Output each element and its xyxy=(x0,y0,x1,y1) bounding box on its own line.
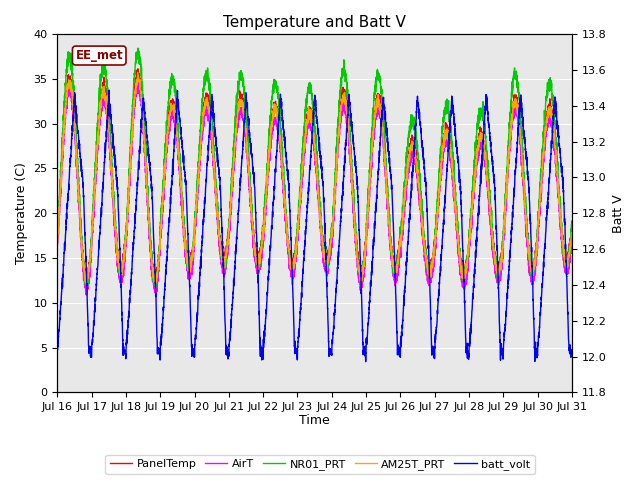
batt_volt xyxy=(568,347,576,352)
AM25T_PRT xyxy=(296,205,303,211)
AM25T_PRT xyxy=(146,240,154,246)
Line: batt_volt: batt_volt xyxy=(58,90,572,361)
AM25T_PRT xyxy=(430,245,438,251)
Y-axis label: Batt V: Batt V xyxy=(612,194,625,232)
PanelTemp xyxy=(459,266,467,272)
PanelTemp xyxy=(296,201,303,206)
Y-axis label: Temperature (C): Temperature (C) xyxy=(15,162,28,264)
AirT xyxy=(296,216,303,222)
AM25T_PRT xyxy=(459,276,467,281)
NR01_PRT xyxy=(296,196,303,202)
NR01_PRT xyxy=(459,269,467,275)
AirT xyxy=(401,198,409,204)
PanelTemp xyxy=(146,235,154,241)
Line: NR01_PRT: NR01_PRT xyxy=(58,48,572,288)
NR01_PRT xyxy=(146,235,154,240)
NR01_PRT xyxy=(568,237,575,242)
Title: Temperature and Batt V: Temperature and Batt V xyxy=(223,15,406,30)
AM25T_PRT xyxy=(401,187,409,192)
NR01_PRT xyxy=(568,230,576,236)
batt_volt xyxy=(105,87,113,93)
PanelTemp xyxy=(401,182,409,188)
PanelTemp xyxy=(568,226,575,231)
NR01_PRT xyxy=(83,285,91,290)
AirT xyxy=(568,231,576,237)
X-axis label: Time: Time xyxy=(300,414,330,427)
Line: AM25T_PRT: AM25T_PRT xyxy=(58,72,572,284)
AM25T_PRT xyxy=(134,70,141,75)
NR01_PRT xyxy=(430,245,438,251)
PanelTemp xyxy=(134,66,142,72)
Line: PanelTemp: PanelTemp xyxy=(58,69,572,280)
batt_volt xyxy=(401,280,409,286)
AirT xyxy=(568,251,575,256)
NR01_PRT xyxy=(54,230,61,236)
batt_volt xyxy=(146,168,154,174)
NR01_PRT xyxy=(401,173,409,179)
AirT xyxy=(83,292,90,298)
PanelTemp xyxy=(430,239,438,245)
PanelTemp xyxy=(81,277,89,283)
batt_volt xyxy=(296,326,303,332)
AirT xyxy=(54,242,61,248)
AM25T_PRT xyxy=(568,235,575,240)
PanelTemp xyxy=(568,218,576,224)
NR01_PRT xyxy=(134,45,142,51)
AM25T_PRT xyxy=(83,281,91,287)
Legend: PanelTemp, AirT, NR01_PRT, AM25T_PRT, batt_volt: PanelTemp, AirT, NR01_PRT, AM25T_PRT, ba… xyxy=(106,455,534,474)
AM25T_PRT xyxy=(54,235,61,240)
AirT xyxy=(146,245,154,251)
batt_volt xyxy=(568,349,575,355)
batt_volt xyxy=(430,350,438,356)
AirT xyxy=(134,79,141,84)
Text: EE_met: EE_met xyxy=(76,49,123,62)
AirT xyxy=(430,264,438,270)
AirT xyxy=(459,284,467,290)
Line: AirT: AirT xyxy=(58,82,572,295)
batt_volt xyxy=(54,346,61,352)
AM25T_PRT xyxy=(568,230,576,236)
batt_volt xyxy=(459,247,467,253)
batt_volt xyxy=(362,359,369,364)
PanelTemp xyxy=(54,233,61,239)
